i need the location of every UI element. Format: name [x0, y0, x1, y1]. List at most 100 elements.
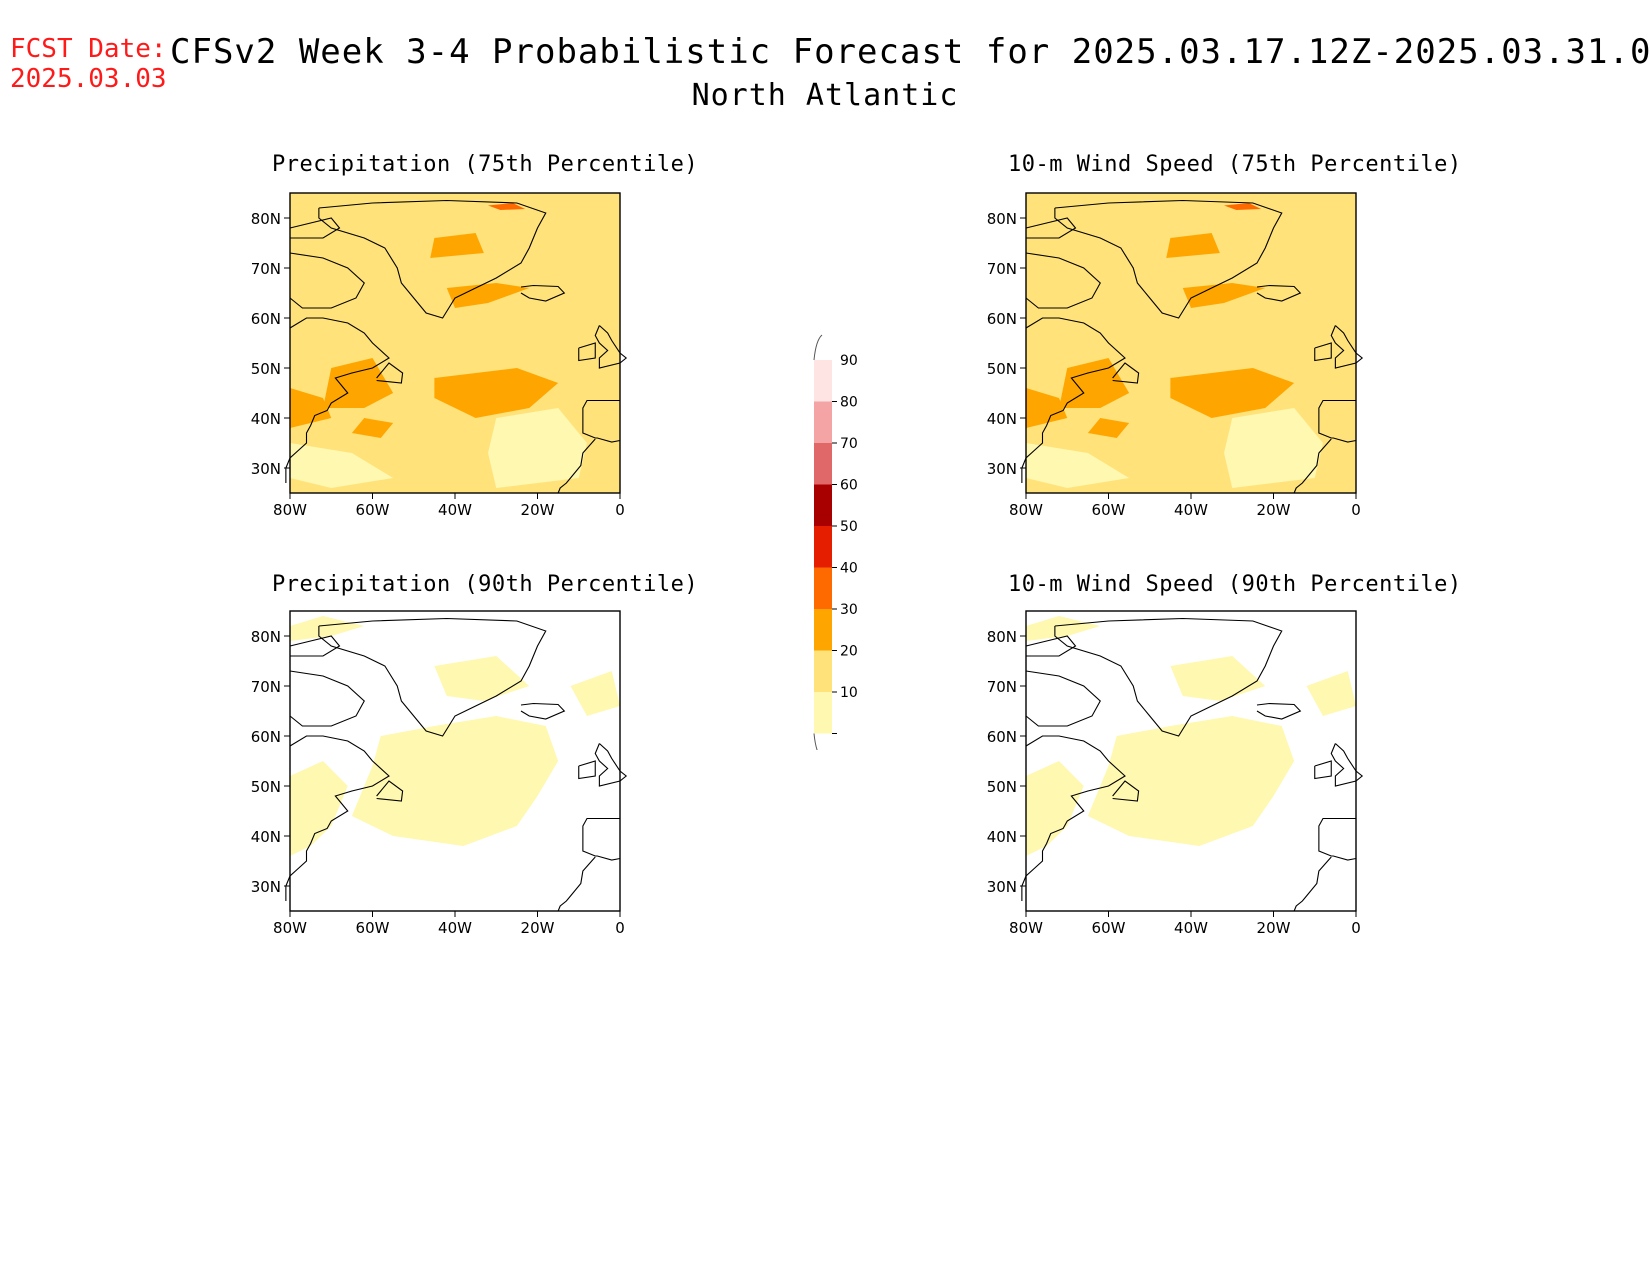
lon-tick-label: 0 — [615, 919, 625, 937]
coastline — [376, 780, 404, 802]
lat-tick-label: 30N — [251, 878, 281, 896]
panel-title-wind90: 10-m Wind Speed (90th Percentile) — [1008, 572, 1462, 597]
probability-area — [488, 203, 526, 210]
map-precip75: 80N 70N 60N 50N 40N 30N 80W 60W 40W 20W 0 — [251, 192, 628, 519]
lat-tick-label: 80N — [987, 210, 1017, 228]
page-title: CFSv2 Week 3-4 Probabilistic Forecast fo… — [170, 32, 1650, 72]
lon-tick-label: 60W — [356, 919, 390, 937]
probability-area — [1026, 761, 1084, 856]
coastline — [520, 284, 566, 302]
probability-area — [1224, 408, 1323, 488]
lon-tick-label: 40W — [438, 501, 472, 519]
colorbar-top-cap — [813, 334, 823, 361]
coastline — [1330, 325, 1364, 369]
probability-area — [1306, 671, 1356, 716]
coastline — [1025, 670, 1101, 727]
coastline — [289, 670, 365, 727]
lat-tick-label: 70N — [251, 678, 281, 696]
coastline — [1293, 856, 1332, 912]
lat-tick-label: 50N — [987, 778, 1017, 796]
forecast-date: FCST Date: 2025.03.03 — [10, 34, 167, 94]
coastline — [1256, 702, 1302, 720]
colorbar-swatch — [814, 401, 832, 443]
probability-area — [323, 358, 394, 408]
forecast-date-label: FCST Date: — [10, 34, 167, 64]
coastline — [1025, 635, 1077, 657]
probability-area — [488, 408, 587, 488]
colorbar-tick-label: 10 — [840, 685, 858, 701]
probability-area — [1087, 418, 1130, 438]
lon-tick-label: 0 — [1351, 501, 1361, 519]
coastline — [1314, 760, 1332, 780]
probability-area — [446, 283, 530, 308]
colorbar-tick-label: 60 — [840, 478, 858, 494]
lon-tick-label: 60W — [1092, 919, 1126, 937]
probability-area — [290, 761, 348, 856]
lat-tick-label: 40N — [251, 410, 281, 428]
lon-tick-label: 20W — [1257, 501, 1291, 519]
probability-area — [1182, 283, 1266, 308]
coastline — [1025, 252, 1101, 309]
lat-tick-label: 50N — [987, 360, 1017, 378]
colorbar-swatch — [814, 484, 832, 526]
colorbar-swatch — [814, 567, 832, 609]
coastline — [582, 817, 621, 861]
coastline — [1318, 399, 1357, 443]
coastline — [1318, 817, 1357, 861]
coastline — [289, 217, 341, 239]
lat-tick-label: 40N — [987, 828, 1017, 846]
lon-tick-label: 20W — [521, 501, 555, 519]
coastline — [1112, 362, 1140, 384]
colorbar-swatch — [814, 692, 832, 734]
coastline — [285, 317, 390, 483]
coastline — [578, 760, 596, 780]
lon-tick-label: 20W — [1257, 919, 1291, 937]
probability-area — [1026, 616, 1101, 641]
lat-tick-label: 60N — [251, 310, 281, 328]
coastline — [285, 735, 390, 901]
lat-tick-label: 80N — [987, 628, 1017, 646]
colorbar-tick-label: 20 — [840, 644, 858, 660]
coastline — [1293, 438, 1332, 494]
coastline — [557, 438, 596, 494]
lon-tick-label: 0 — [615, 501, 625, 519]
panel-title-wind75: 10-m Wind Speed (75th Percentile) — [1008, 152, 1462, 177]
colorbar-tick-label: 30 — [840, 602, 858, 618]
probability-area — [290, 388, 332, 428]
lon-tick-label: 60W — [1092, 501, 1126, 519]
lat-tick-label: 60N — [251, 728, 281, 746]
probability-area — [434, 368, 559, 418]
lon-tick-label: 40W — [438, 919, 472, 937]
map-wind90: 80N 70N 60N 50N 40N 30N 80W 60W 40W 20W 0 — [987, 610, 1364, 937]
lon-tick-label: 40W — [1174, 501, 1208, 519]
map-precip90: 80N 70N 60N 50N 40N 30N 80W 60W 40W 20W 0 — [251, 610, 628, 937]
lat-tick-label: 80N — [251, 210, 281, 228]
panel-title-precip75: Precipitation (75th Percentile) — [272, 152, 699, 177]
lat-tick-label: 70N — [987, 678, 1017, 696]
colorbar-tick-label: 70 — [840, 436, 858, 452]
panel-title-precip90: Precipitation (90th Percentile) — [272, 572, 699, 597]
coastline — [582, 399, 621, 443]
colorbar-swatch — [814, 609, 832, 651]
probability-area — [1026, 388, 1068, 428]
probability-area — [1170, 368, 1295, 418]
probability-area — [1087, 716, 1295, 846]
coastline — [520, 702, 566, 720]
probability-area — [351, 418, 394, 438]
colorbar-swatch — [814, 650, 832, 692]
coastline — [594, 325, 628, 369]
probability-area — [290, 616, 365, 641]
coastline — [1021, 317, 1126, 483]
coastline — [578, 342, 596, 362]
lon-tick-label: 20W — [521, 919, 555, 937]
colorbar-swatch — [814, 443, 832, 485]
coastline — [289, 252, 365, 309]
forecast-date-value: 2025.03.03 — [10, 64, 167, 94]
probability-area — [351, 716, 559, 846]
region-title: North Atlantic — [691, 78, 959, 113]
lon-tick-label: 80W — [1009, 501, 1043, 519]
coastline — [1054, 617, 1283, 737]
lat-tick-label: 70N — [251, 260, 281, 278]
coastline — [594, 743, 628, 787]
lon-tick-label: 80W — [1009, 919, 1043, 937]
